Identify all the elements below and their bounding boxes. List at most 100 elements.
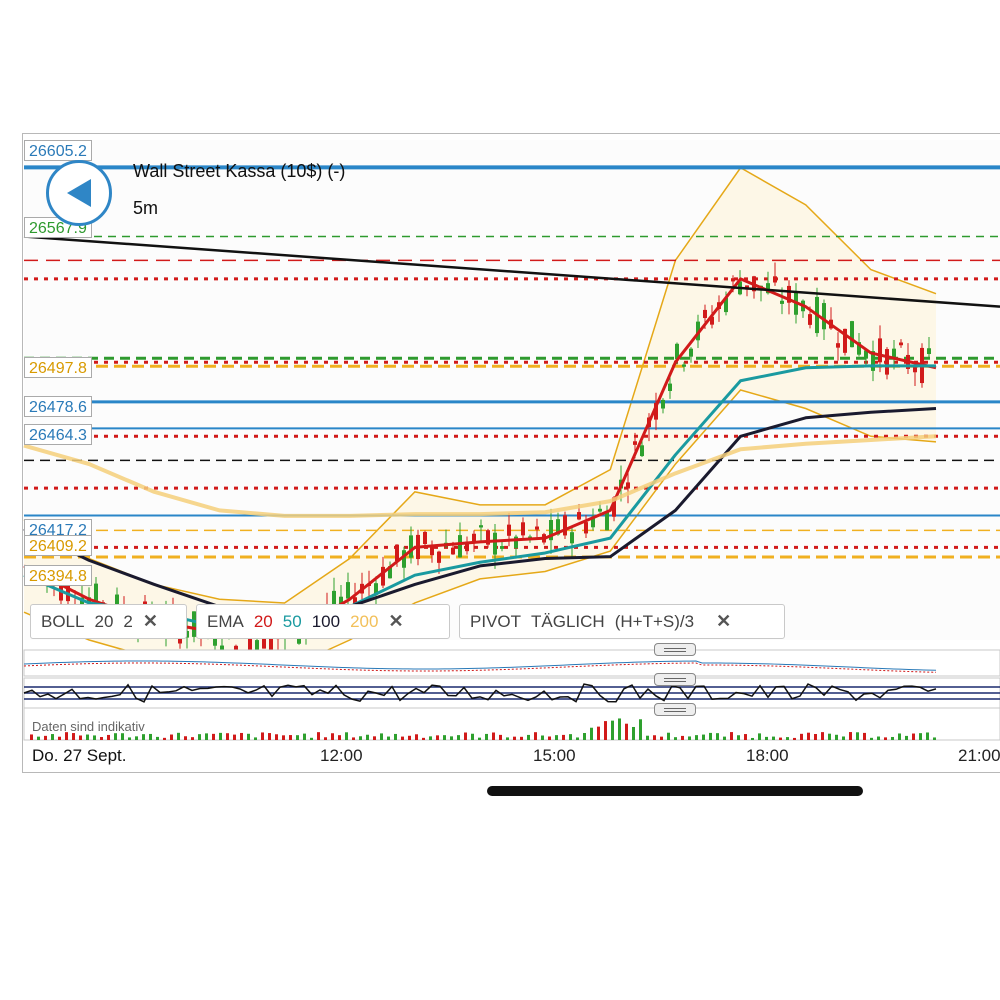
ema-period-200: 200 (350, 611, 379, 631)
close-ema-button[interactable]: ✕ (388, 611, 404, 631)
volume-bar (72, 733, 75, 740)
candle-body (577, 512, 581, 520)
candle-body (563, 515, 567, 536)
candle-body (913, 367, 917, 373)
volume-bar (191, 737, 194, 740)
volume-bar (338, 735, 341, 740)
volume-bar (604, 721, 607, 740)
volume-bar (737, 735, 740, 740)
time-tick-label: 18:00 (746, 746, 789, 765)
volume-bar (933, 737, 936, 740)
candle-body (892, 348, 896, 359)
candle-body (682, 364, 686, 367)
volume-bar (527, 734, 530, 740)
volume-bar (261, 732, 264, 740)
time-tick-label: 12:00 (320, 746, 363, 765)
volume-bar (919, 733, 922, 740)
candle-body (822, 303, 826, 330)
volume-bar (548, 736, 551, 740)
candle-body (668, 383, 672, 391)
candle-body (269, 630, 273, 651)
volume-bar (408, 735, 411, 740)
volume-bar (618, 718, 621, 740)
candle-body (836, 343, 840, 348)
volume-bar (142, 734, 145, 740)
volume-bar (394, 733, 397, 740)
volume-bar (366, 734, 369, 740)
volume-bar (163, 737, 166, 740)
indicative-note: Daten sind indikativ (32, 719, 145, 734)
volume-bar (359, 736, 362, 740)
home-indicator[interactable] (487, 786, 863, 796)
pane-resize-handle[interactable] (654, 703, 696, 716)
candle-body (878, 338, 882, 363)
pane-resize-handle[interactable] (654, 673, 696, 686)
volume-bar (79, 735, 82, 740)
price-tag: 26464.3 (24, 424, 92, 445)
volume-bar (786, 737, 789, 740)
candle-body (808, 314, 812, 325)
candle-body (584, 522, 588, 534)
volume-bar (821, 732, 824, 740)
candle-body (787, 285, 791, 303)
volume-bar (695, 735, 698, 740)
pivot-legend[interactable]: PIVOT TÄGLICH (H+T+S)/3 ✕ (459, 604, 785, 639)
candle-body (458, 535, 462, 558)
volume-bar (492, 732, 495, 740)
volume-bar (800, 733, 803, 740)
candle-body (927, 348, 931, 355)
volume-pane (23, 707, 1000, 741)
candle-body (857, 342, 861, 355)
close-pivot-button[interactable]: ✕ (716, 611, 732, 631)
candle-body (703, 309, 707, 319)
candle-body (472, 533, 476, 543)
volume-bar (772, 736, 775, 740)
volume-bar (198, 734, 201, 740)
volume-bar (674, 737, 677, 740)
volume-bar (870, 737, 873, 740)
candle-body (185, 631, 189, 638)
price-tag: 26478.6 (24, 396, 92, 417)
volume-bar (51, 734, 54, 740)
ema-period-50: 50 (282, 611, 302, 631)
volume-bar (233, 734, 236, 740)
timeframe-label[interactable]: 5m (133, 198, 159, 218)
pivot-formula: (H+T+S)/3 (614, 611, 695, 631)
ema-legend[interactable]: EMA 20 50 100 200 ✕ (196, 604, 450, 639)
back-button[interactable] (46, 160, 112, 226)
candle-body (374, 583, 378, 595)
volume-bar (758, 733, 761, 740)
candle-body (689, 348, 693, 357)
volume-bar (212, 733, 215, 740)
candle-body (626, 482, 630, 489)
candle-body (430, 546, 434, 556)
volume-bar (583, 733, 586, 740)
candle-body (591, 516, 595, 528)
volume-bar (632, 726, 635, 740)
volume-bar (541, 735, 544, 740)
volume-bar (100, 736, 103, 740)
candle-body (612, 497, 616, 517)
boll-label: BOLL (41, 611, 85, 631)
volume-bar (576, 737, 579, 740)
volume-bar (37, 736, 40, 740)
volume-bar (534, 732, 537, 740)
date-label: Do. 27 Sept. (32, 746, 127, 765)
volume-bar (226, 733, 229, 740)
volume-bar (65, 732, 68, 740)
close-boll-button[interactable]: ✕ (142, 611, 158, 631)
candle-body (339, 596, 343, 605)
bollinger-upper-line (23, 166, 937, 604)
trendline (23, 235, 1000, 308)
price-tag: 26497.8 (24, 357, 92, 378)
volume-bar (751, 737, 754, 740)
candle-body (556, 519, 560, 535)
volume-bar (611, 720, 614, 740)
pane-resize-handle[interactable] (654, 643, 696, 656)
volume-bar (30, 734, 33, 740)
candle-body (773, 276, 777, 283)
boll-legend[interactable]: BOLL 20 2 ✕ (30, 604, 187, 639)
candle-body (843, 328, 847, 353)
volume-bar (345, 732, 348, 740)
